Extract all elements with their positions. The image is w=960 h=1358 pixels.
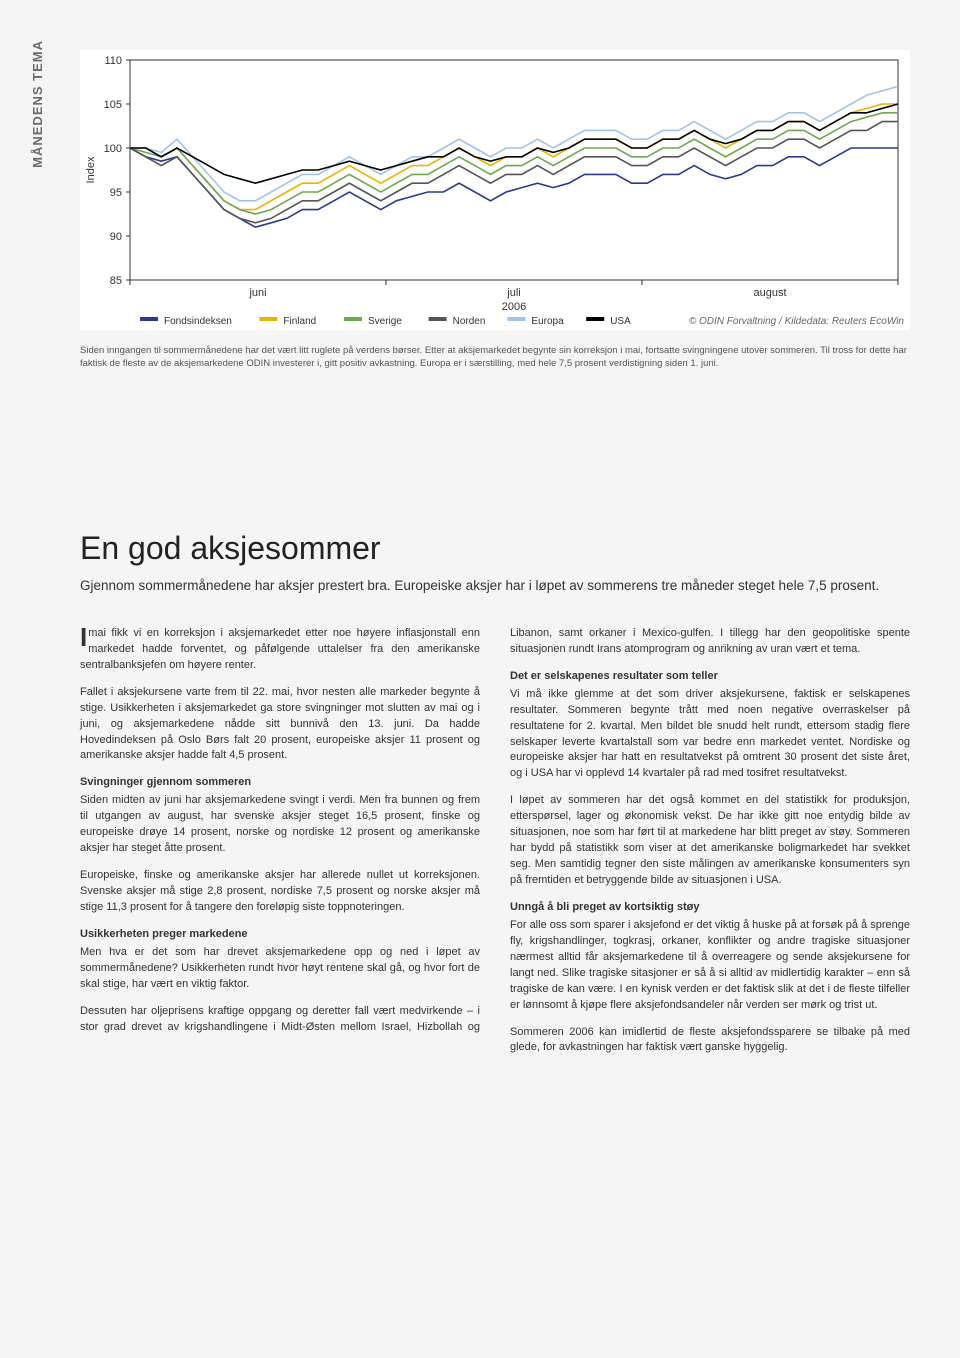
article-title: En god aksjesommer xyxy=(80,530,910,567)
subheading: Usikkerheten preger markedene xyxy=(80,927,480,943)
svg-text:2006: 2006 xyxy=(502,301,526,313)
dropcap: I xyxy=(80,626,88,649)
svg-text:Sverige: Sverige xyxy=(368,316,402,327)
svg-text:juli: juli xyxy=(506,287,520,299)
article: En god aksjesommer Gjennom sommermåneden… xyxy=(80,530,910,1056)
svg-text:Europa: Europa xyxy=(531,316,564,327)
paragraph-text: mai fikk vi en korreksjon i aksjemarkede… xyxy=(80,627,480,671)
svg-text:100: 100 xyxy=(104,143,122,155)
svg-text:85: 85 xyxy=(110,275,122,287)
svg-text:110: 110 xyxy=(104,55,122,67)
chart-caption: Siden inngangen til sommermånedene har d… xyxy=(80,345,910,371)
svg-text:Fondsindeksen: Fondsindeksen xyxy=(164,316,232,327)
subheading: Unngå å bli preget av kortsiktig støy xyxy=(510,900,910,916)
subheading: Svingninger gjennom sommeren xyxy=(80,775,480,791)
svg-text:Index: Index xyxy=(85,156,97,183)
svg-text:95: 95 xyxy=(110,187,122,199)
paragraph: Men hva er det som har drevet aksjemarke… xyxy=(80,945,480,993)
svg-text:© ODIN Forvaltning / Kildedata: © ODIN Forvaltning / Kildedata: Reuters … xyxy=(689,316,905,327)
document-page: MÅNEDENS TEMA 85 90 95 100 105 110 Index juni ju… xyxy=(0,0,960,1358)
svg-text:august: august xyxy=(753,287,786,299)
chart-svg: 85 90 95 100 105 110 Index juni juli august 2006 Fo… xyxy=(80,50,910,330)
svg-text:105: 105 xyxy=(104,99,122,111)
subheading: Det er selskapenes resultater som teller xyxy=(510,669,910,685)
svg-text:90: 90 xyxy=(110,231,122,243)
paragraph: For alle oss som sparer i aksjefond er d… xyxy=(510,918,910,1014)
paragraph: I løpet av sommeren har det også kommet … xyxy=(510,793,910,889)
section-tab: MÅNEDENS TEMA xyxy=(30,40,45,168)
paragraph: Vi må ikke glemme at det som driver aksj… xyxy=(510,687,910,783)
paragraph: Imai fikk vi en korreksjon i aksjemarked… xyxy=(80,626,480,674)
article-intro: Gjennom sommermånedene har aksjer preste… xyxy=(80,577,910,596)
paragraph: Europeiske, finske og amerikanske aksjer… xyxy=(80,868,480,916)
article-body: Imai fikk vi en korreksjon i aksjemarked… xyxy=(80,626,910,1057)
index-chart: 85 90 95 100 105 110 Index juni juli august 2006 Fo… xyxy=(80,50,910,330)
paragraph: Fallet i aksjekursene varte frem til 22.… xyxy=(80,685,480,765)
paragraph: Siden midten av juni har aksjemarkedene … xyxy=(80,793,480,857)
paragraph: Sommeren 2006 kan imidlertid de fleste a… xyxy=(510,1025,910,1057)
svg-text:Norden: Norden xyxy=(453,316,486,327)
svg-text:Finland: Finland xyxy=(283,316,316,327)
svg-text:juni: juni xyxy=(248,287,266,299)
svg-text:USA: USA xyxy=(610,316,631,327)
